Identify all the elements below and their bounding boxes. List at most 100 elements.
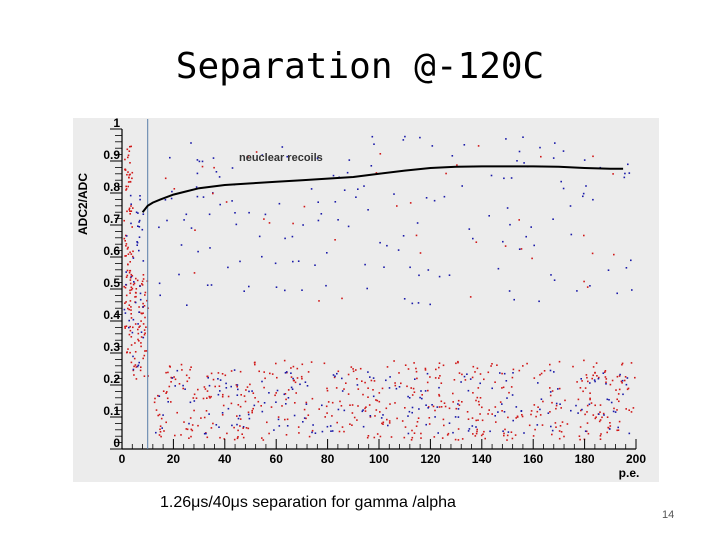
scatter-point [611, 379, 614, 382]
scatter-point [503, 432, 505, 435]
scatter-point [215, 424, 218, 426]
scatter-point [584, 413, 586, 416]
scatter-point [621, 363, 623, 366]
scatter-point [351, 412, 354, 414]
scatter-point [129, 162, 131, 164]
scatter-point [594, 380, 596, 383]
scatter-point [475, 399, 477, 402]
scatter-point [487, 371, 490, 374]
scatter-point [130, 286, 133, 289]
x-tick-label: 60 [270, 452, 284, 466]
scatter-point [292, 379, 295, 382]
scatter-point [225, 201, 228, 203]
scatter-point [555, 402, 558, 405]
scatter-point [477, 419, 479, 421]
scatter-point [427, 406, 430, 408]
scatter-point [475, 419, 477, 422]
scatter-point [559, 403, 561, 405]
scatter-point [176, 369, 179, 372]
scatter-point [463, 144, 466, 146]
scatter-point [416, 377, 418, 380]
scatter-point [585, 430, 588, 433]
scatter-point [589, 398, 591, 401]
scatter-point [477, 400, 480, 403]
scatter-point [238, 414, 241, 417]
scatter-point [219, 436, 221, 439]
scatter-point [130, 203, 132, 205]
scatter-point [416, 421, 419, 423]
scatter-point [284, 289, 286, 292]
scatter-point [127, 181, 130, 183]
scatter-point [219, 379, 222, 381]
x-tick-label: 0 [119, 452, 126, 466]
scatter-point [180, 434, 182, 436]
scatter-point [143, 375, 146, 377]
scatter-point [129, 181, 132, 183]
scatter-point [504, 428, 506, 431]
scatter-point [427, 389, 429, 392]
scatter-point [351, 424, 353, 426]
scatter-point [326, 425, 329, 428]
scatter-point [539, 374, 541, 376]
x-axis: 0 20 40 60 80 100 120 140 160 180 200 [119, 439, 646, 466]
scatter-point [588, 403, 591, 406]
scatter-point [129, 351, 131, 354]
scatter-point [290, 372, 292, 374]
scatter-point [141, 283, 143, 285]
scatter-point [591, 377, 593, 380]
scatter-point [212, 192, 214, 195]
scatter-point [269, 372, 271, 375]
scatter-point [467, 430, 470, 432]
scatter-point [407, 432, 410, 435]
scatter-point [334, 375, 336, 378]
scatter-point [261, 255, 263, 258]
scatter-point [193, 409, 195, 412]
scatter-point [592, 155, 594, 158]
scatter-point [161, 427, 163, 429]
scatter-point [612, 410, 615, 413]
scatter-point [331, 401, 334, 404]
x-tick-label: 40 [218, 452, 232, 466]
scatter-point [305, 401, 308, 404]
scatter-point [236, 423, 238, 426]
scatter-point [625, 267, 628, 269]
scatter-point [196, 172, 199, 175]
scatter-point [488, 215, 490, 217]
scatter-point [275, 286, 278, 288]
scatter-point [130, 222, 132, 225]
scatter-point [203, 432, 206, 435]
scatter-point [257, 400, 260, 403]
scatter-point [531, 257, 533, 260]
scatter-point [302, 224, 304, 226]
scatter-point [609, 422, 611, 424]
scatter-point [503, 434, 505, 437]
scatter-point [584, 387, 587, 389]
scatter-point [364, 263, 366, 266]
x-tick-label: 80 [321, 452, 335, 466]
scatter-point [540, 155, 542, 158]
scatter-point [128, 333, 131, 336]
scatter-point [504, 245, 507, 247]
scatter-point [336, 421, 338, 424]
scatter-point [286, 425, 289, 427]
scatter-point [617, 426, 619, 429]
scatter-point [445, 172, 447, 175]
scatter-point [497, 411, 499, 413]
scatter-point [190, 142, 192, 144]
scatter-point [369, 415, 372, 417]
scatter-point [417, 417, 420, 419]
scatter-point [210, 395, 212, 398]
scatter-point [558, 437, 561, 440]
scatter-point [455, 362, 457, 365]
scatter-point [438, 406, 441, 408]
scatter-point [440, 400, 443, 403]
scatter-point [559, 425, 562, 427]
scatter-point [409, 202, 412, 204]
scatter-point [155, 409, 158, 411]
scatter-point [196, 159, 199, 161]
scatter-point [390, 436, 393, 438]
scatter-point [125, 301, 127, 303]
scatter-point [231, 167, 234, 169]
scatter-point [560, 180, 562, 183]
scatter-point [515, 406, 518, 408]
